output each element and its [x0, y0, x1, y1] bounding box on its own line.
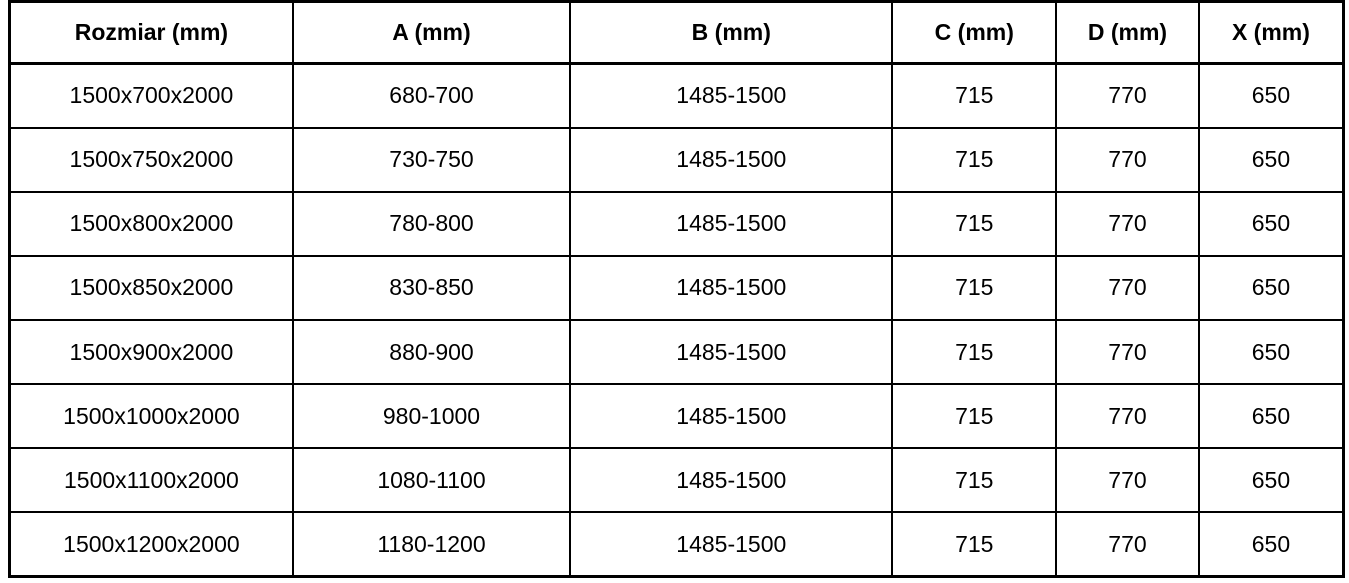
table-row: 1500x700x2000 680-700 1485-1500 715 770 650 [8, 62, 1345, 129]
column-header: B (mm) [569, 0, 894, 65]
table-cell: 1500x1000x2000 [8, 383, 294, 450]
table-cell: 715 [891, 62, 1058, 129]
table-cell: 1500x1100x2000 [8, 447, 294, 514]
table-cell: 1485-1500 [569, 254, 894, 322]
table-cell: 1485-1500 [569, 447, 894, 514]
table-cell: 770 [1055, 511, 1200, 578]
table-cell: 1080-1100 [291, 447, 572, 514]
table-header: Rozmiar (mm) A (mm) B (mm) C (mm) D (mm) X (m… [8, 0, 1345, 65]
table-cell: 715 [891, 318, 1058, 386]
table-cell: 1180-1200 [291, 511, 572, 578]
table-cell: 650 [1197, 126, 1345, 193]
table-cell: 650 [1197, 190, 1345, 257]
table-cell: 650 [1197, 447, 1345, 514]
table-cell: 650 [1197, 318, 1345, 386]
column-header: A (mm) [291, 0, 572, 65]
table-cell: 1485-1500 [569, 383, 894, 450]
table-cell: 770 [1055, 447, 1200, 514]
header-row: Rozmiar (mm) A (mm) B (mm) C (mm) D (mm) X (m… [8, 0, 1345, 65]
table-cell: 780-800 [291, 190, 572, 257]
table-cell: 770 [1055, 383, 1200, 450]
table-cell: 1500x850x2000 [8, 254, 294, 322]
table-row: 1500x1200x2000 1180-1200 1485-1500 715 770 65… [8, 511, 1345, 578]
column-header: X (mm) [1197, 0, 1345, 65]
table-row: 1500x1100x2000 1080-1100 1485-1500 715 770 65… [8, 447, 1345, 514]
table-cell: 715 [891, 383, 1058, 450]
column-header: D (mm) [1055, 0, 1200, 65]
table-cell: 830-850 [291, 254, 572, 322]
table-cell: 770 [1055, 126, 1200, 193]
table-cell: 715 [891, 447, 1058, 514]
table-cell: 715 [891, 511, 1058, 578]
table-cell: 1500x900x2000 [8, 318, 294, 386]
table-cell: 770 [1055, 254, 1200, 322]
table-cell: 1485-1500 [569, 190, 894, 257]
table-cell: 715 [891, 254, 1058, 322]
column-header: C (mm) [891, 0, 1058, 65]
table-row: 1500x850x2000 830-850 1485-1500 715 770 650 [8, 254, 1345, 322]
table-row: 1500x800x2000 780-800 1485-1500 715 770 650 [8, 190, 1345, 257]
size-specification-table: Rozmiar (mm) A (mm) B (mm) C (mm) D (mm) X (m… [8, 0, 1345, 578]
table-cell: 730-750 [291, 126, 572, 193]
table-cell: 1500x700x2000 [8, 62, 294, 129]
table-row: 1500x900x2000 880-900 1485-1500 715 770 650 [8, 318, 1345, 386]
table-cell: 770 [1055, 190, 1200, 257]
column-header: Rozmiar (mm) [8, 0, 294, 65]
table-cell: 1485-1500 [569, 126, 894, 193]
table-cell: 650 [1197, 511, 1345, 578]
table-cell: 680-700 [291, 62, 572, 129]
table-row: 1500x750x2000 730-750 1485-1500 715 770 650 [8, 126, 1345, 193]
table-cell: 880-900 [291, 318, 572, 386]
table-row: 1500x1000x2000 980-1000 1485-1500 715 770 650 [8, 383, 1345, 450]
table-cell: 770 [1055, 62, 1200, 129]
table-cell: 715 [891, 126, 1058, 193]
table-cell: 1485-1500 [569, 511, 894, 578]
table-cell: 1485-1500 [569, 318, 894, 386]
table-cell: 715 [891, 190, 1058, 257]
table-cell: 1500x1200x2000 [8, 511, 294, 578]
table-cell: 1485-1500 [569, 62, 894, 129]
table-cell: 770 [1055, 318, 1200, 386]
table-cell: 650 [1197, 62, 1345, 129]
table-body: 1500x700x2000 680-700 1485-1500 715 770 650 15… [8, 62, 1345, 578]
table-cell: 1500x750x2000 [8, 126, 294, 193]
table-cell: 650 [1197, 383, 1345, 450]
table-cell: 980-1000 [291, 383, 572, 450]
table-cell: 1500x800x2000 [8, 190, 294, 257]
table-cell: 650 [1197, 254, 1345, 322]
